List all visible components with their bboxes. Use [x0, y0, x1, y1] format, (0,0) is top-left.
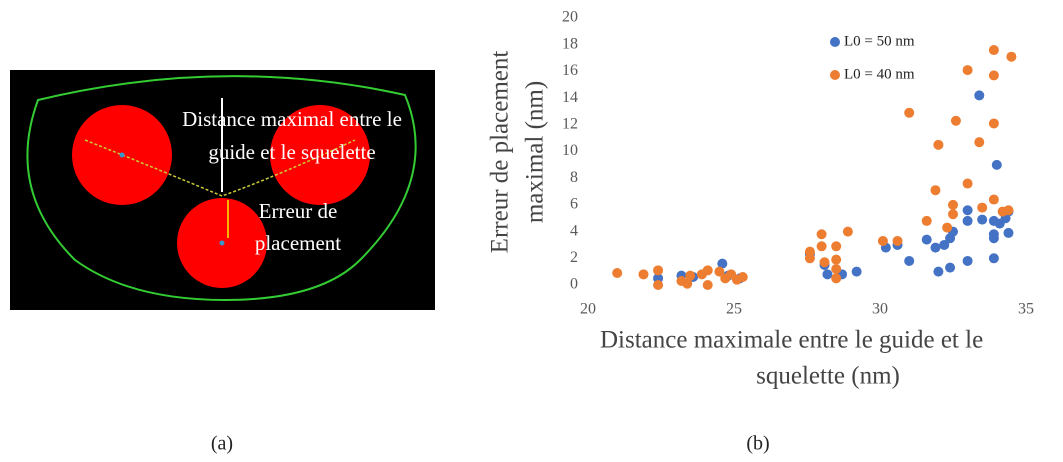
point	[974, 137, 985, 148]
y-tick-label: 4	[570, 222, 578, 239]
point	[933, 266, 944, 277]
legend-label: L0 = 50 nm	[844, 33, 915, 49]
point	[930, 242, 941, 253]
label: Erreur de	[259, 199, 338, 223]
point	[904, 107, 915, 118]
point	[991, 159, 1002, 170]
point	[988, 118, 999, 129]
point	[638, 269, 649, 280]
caption: (a)	[211, 433, 233, 455]
point	[831, 254, 842, 265]
point	[974, 90, 985, 101]
outline	[26, 75, 417, 302]
circle	[270, 105, 370, 205]
point	[962, 178, 973, 189]
point	[948, 199, 958, 210]
y-tick-label: 18	[562, 35, 578, 52]
x-axis-title: squelette (nm)	[756, 363, 900, 390]
point	[921, 215, 932, 226]
x-tick-label: 30	[872, 301, 888, 318]
point	[831, 263, 842, 274]
y-tick-label: 16	[562, 62, 578, 79]
point	[653, 265, 664, 276]
point	[904, 255, 915, 266]
point	[682, 278, 693, 289]
y-tick-label: 6	[570, 196, 578, 213]
point	[819, 257, 830, 268]
point	[816, 241, 827, 252]
point	[851, 266, 862, 277]
legend-marker	[830, 70, 840, 80]
panel-a: Distance maximal entre le guide et le sq…	[10, 70, 435, 310]
y-tick-label: 10	[562, 142, 578, 159]
point	[950, 115, 961, 126]
point	[933, 139, 944, 150]
point	[977, 214, 988, 225]
legend-marker	[830, 37, 840, 47]
point	[831, 241, 842, 252]
label: Distance maximal entre le	[182, 107, 402, 131]
y-tick-label: 12	[562, 115, 578, 132]
point	[737, 271, 748, 282]
point	[702, 265, 713, 276]
point	[877, 235, 888, 246]
point	[714, 266, 725, 277]
point	[988, 253, 999, 264]
y-tick-label: 8	[570, 169, 578, 186]
x-axis-title: Distance maximale entre le guide et le	[600, 327, 983, 354]
point	[945, 262, 956, 273]
point	[988, 229, 999, 240]
point	[962, 65, 973, 76]
point	[948, 209, 958, 220]
point	[653, 280, 664, 290]
point	[822, 269, 833, 280]
point	[842, 226, 853, 237]
y-axis-title: maximal (nm)	[522, 81, 549, 223]
point	[988, 70, 999, 81]
point	[942, 222, 953, 233]
point	[939, 239, 950, 250]
y-tick-label: 20	[562, 9, 578, 26]
point	[702, 280, 713, 290]
point	[930, 185, 941, 196]
point	[988, 194, 999, 205]
point	[1003, 227, 1014, 238]
caption: (b)	[746, 433, 769, 455]
x-tick-label: 20	[580, 301, 596, 318]
point	[831, 273, 842, 284]
point	[1006, 51, 1017, 62]
legend-label: L0 = 40 nm	[844, 66, 915, 82]
point	[977, 202, 988, 213]
point	[119, 152, 125, 158]
point	[219, 240, 225, 246]
point	[685, 270, 696, 281]
point	[892, 235, 903, 246]
point	[988, 45, 999, 56]
y-axis-title: Erreur de placement	[487, 51, 514, 254]
y-tick-label: 0	[570, 276, 578, 293]
point	[962, 205, 973, 216]
label: guide et le squelette	[208, 140, 375, 164]
point	[962, 255, 973, 266]
x-tick-label: 35	[1018, 301, 1034, 318]
y-tick-label: 14	[562, 89, 578, 106]
point	[612, 267, 623, 278]
x-tick-label: 25	[726, 301, 742, 318]
point	[962, 215, 973, 226]
point	[921, 234, 932, 245]
point	[816, 229, 827, 240]
point	[1003, 205, 1014, 216]
point	[717, 258, 728, 269]
label: placement	[255, 231, 341, 255]
y-tick-label: 2	[570, 249, 578, 266]
point	[804, 246, 815, 257]
